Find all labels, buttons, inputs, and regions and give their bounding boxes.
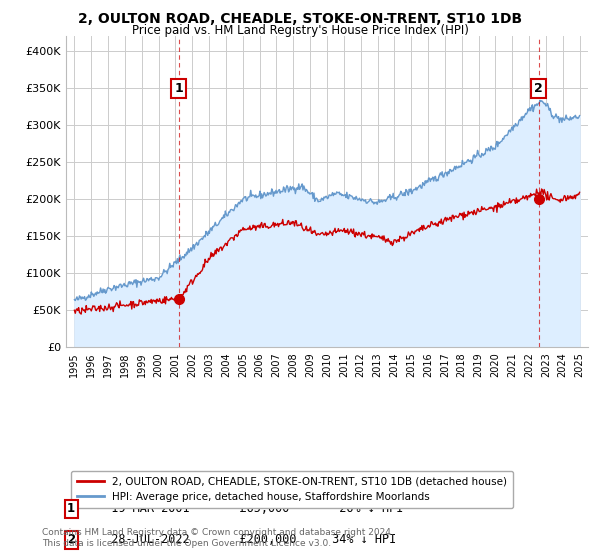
Text: 2, OULTON ROAD, CHEADLE, STOKE-ON-TRENT, ST10 1DB: 2, OULTON ROAD, CHEADLE, STOKE-ON-TRENT,… [78,12,522,26]
Text: Contains HM Land Registry data © Crown copyright and database right 2024.
This d: Contains HM Land Registry data © Crown c… [42,528,394,548]
Text: 1: 1 [175,82,184,95]
Text: 28-JUL-2022       £200,000     34% ↓ HPI: 28-JUL-2022 £200,000 34% ↓ HPI [97,533,397,547]
Text: Price paid vs. HM Land Registry's House Price Index (HPI): Price paid vs. HM Land Registry's House … [131,24,469,37]
Legend: 2, OULTON ROAD, CHEADLE, STOKE-ON-TRENT, ST10 1DB (detached house), HPI: Average: 2, OULTON ROAD, CHEADLE, STOKE-ON-TRENT,… [71,470,513,508]
Text: 2: 2 [67,533,75,547]
Text: 19-MAR-2001       £65,000       26% ↓ HPI: 19-MAR-2001 £65,000 26% ↓ HPI [97,502,404,515]
Text: 1: 1 [67,502,75,515]
Text: 2: 2 [534,82,543,95]
